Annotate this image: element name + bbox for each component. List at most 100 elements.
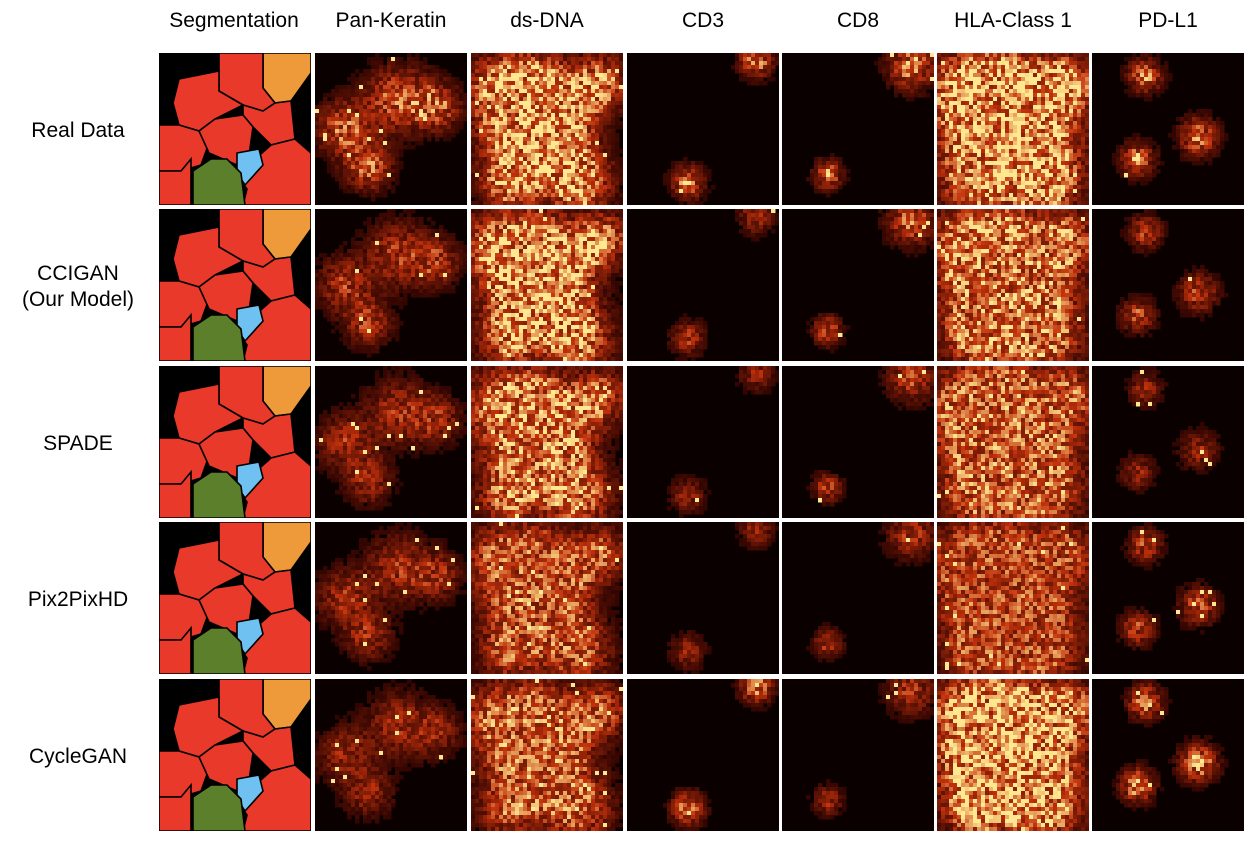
heatmap-pixel [1132,81,1137,86]
heatmap-pixel [363,261,368,266]
heatmap-pixel [603,185,608,190]
heatmap-pixel [989,133,994,138]
row-label-cyclegan: CycleGAN [0,744,156,770]
heatmap-pixel [395,121,400,126]
heatmap-pixel [937,129,942,134]
heatmap-pixel [535,101,540,106]
heatmap-pixel [1053,141,1058,146]
heatmap-pixel [687,189,692,194]
heatmap-pixel [507,97,512,102]
heatmap-pixel [527,173,532,178]
heatmap-pixel [953,133,958,138]
heatmap-pixel [1085,97,1089,102]
heatmap-pixel [399,133,404,138]
heatmap-pixel [403,221,408,226]
heatmap-pixel [763,53,768,58]
heatmap-pixel [323,109,328,114]
heatmap-pixel [487,149,492,154]
heatmap-pixel [607,153,612,158]
heatmap-pixel [1001,161,1006,166]
heatmap-pixel [367,253,372,258]
heatmap-pixel [1025,65,1030,70]
heatmap-pixel [1085,157,1089,162]
heatmap-pixel [563,153,568,158]
heatmap-pixel [419,97,424,102]
heatmap-pixel [1200,161,1205,166]
heatmap-pixel [335,265,340,270]
heatmap-pixel [403,209,408,214]
heatmap-pixel [495,105,500,110]
heatmap-pixel [977,89,982,94]
heatmap-pixel [615,181,620,186]
heatmap-pixel [547,145,552,150]
heatmap-pixel [575,113,580,118]
heatmap-pixel [1049,133,1054,138]
heatmap-pixel [949,65,954,70]
heatmap-pixel [475,65,480,70]
heatmap-pixel [973,141,978,146]
heatmap-pixel [957,65,962,70]
heatmap-pixel [359,241,364,246]
heatmap-pixel [443,69,448,74]
heatmap-pixel [331,157,336,162]
heatmap-pixel [511,181,516,186]
heatmap-pixel [607,53,612,58]
heatmap-pixel [363,157,368,162]
heatmap-pixel [419,109,424,114]
heatmap-pixel [937,153,942,158]
heatmap-pixel [1037,169,1042,174]
heatmap-pixel [953,65,958,70]
heatmap-pixel [969,73,974,78]
heatmap-pixel [471,189,476,194]
heatmap-pixel [898,65,903,70]
heatmap-pixel [523,101,528,106]
heatmap-pixel [985,121,990,126]
heatmap-pixel [411,257,416,262]
heatmap-pixel [539,89,544,94]
heatmap-pixel [981,193,986,198]
heatmap-pixel [937,125,942,130]
heatmap-pixel [411,101,416,106]
heatmap-pixel [961,149,966,154]
heatmap-pixel [846,177,851,182]
heatmap-pixel [667,169,672,174]
heatmap-pixel [1152,169,1157,174]
heatmap-pixel [443,73,448,78]
heatmap-pixel [583,129,588,134]
heatmap-pixel [539,121,544,126]
heatmap-pixel [399,129,404,134]
heatmap-pixel [619,105,623,110]
heatmap-pixel [319,121,324,126]
heatmap-pixel [483,157,488,162]
column-label-hla-class-1: HLA-Class 1 [938,6,1088,36]
heatmap-pixel [838,169,843,174]
heatmap-pixel [1148,61,1153,66]
heatmap-pixel [1061,165,1066,170]
heatmap-pixel [363,117,368,122]
heatmap-pixel [479,185,484,190]
heatmap-pixel [479,177,484,182]
heatmap-pixel [918,77,923,82]
heatmap-pixel [1077,165,1082,170]
heatmap-pixel [882,57,887,62]
heatmap-pixel [379,169,384,174]
heatmap-pixel [743,69,748,74]
heatmap-pixel [559,125,564,130]
heatmap-pixel [487,53,492,58]
heatmap-pixel [1073,61,1078,66]
heatmap-pixel [375,269,380,274]
heatmap-pixel [1049,117,1054,122]
heatmap-pixel [587,81,592,86]
heatmap-pixel [331,105,336,110]
heatmap-pixel [367,165,372,170]
heatmap-pixel [491,73,496,78]
heatmap-pixel [527,117,532,122]
heatmap-pixel [945,169,950,174]
heatmap-pixel [599,113,604,118]
heatmap-pixel [495,53,500,58]
heatmap-pixel [981,129,986,134]
heatmap-pixel [953,81,958,86]
heatmap-pixel [491,145,496,150]
heatmap-pixel [1200,145,1205,150]
heatmap-pixel [965,165,970,170]
